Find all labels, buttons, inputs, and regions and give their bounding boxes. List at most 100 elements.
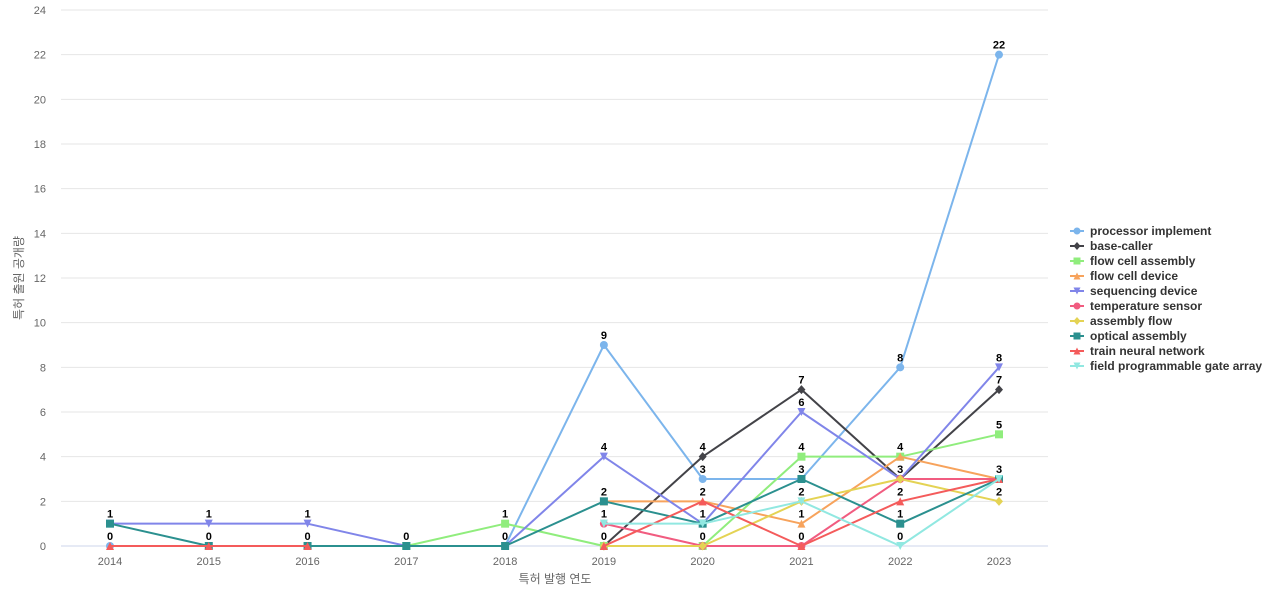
data-point[interactable] (896, 519, 905, 528)
x-tick-label: 2021 (789, 556, 813, 568)
series-line (109, 478, 1000, 547)
legend-item[interactable]: train neural network (1070, 344, 1205, 358)
legend-marker (1073, 302, 1081, 310)
y-tick-label: 22 (34, 50, 46, 62)
data-label: 7 (996, 375, 1002, 387)
legend-item[interactable]: field programmable gate array (1070, 359, 1262, 373)
data-point[interactable] (698, 519, 707, 528)
data-point[interactable] (303, 519, 312, 528)
data-point[interactable] (698, 497, 707, 506)
x-tick-label: 2022 (888, 556, 912, 568)
data-point[interactable] (106, 519, 114, 528)
x-tick-label: 2015 (197, 556, 221, 568)
legend-item[interactable]: optical assembly (1070, 329, 1187, 343)
data-label: 3 (700, 464, 706, 476)
data-label: 2 (798, 486, 804, 498)
data-point[interactable] (599, 341, 608, 349)
grid (61, 9, 1048, 547)
series-processor-implement (106, 50, 1003, 550)
data-point[interactable] (797, 452, 806, 461)
x-tick-label: 2016 (295, 556, 319, 568)
legend-label: temperature sensor (1090, 299, 1202, 313)
data-point[interactable] (204, 542, 213, 550)
data-point[interactable] (698, 475, 707, 483)
data-point[interactable] (896, 363, 905, 372)
data-point[interactable] (501, 542, 510, 550)
data-point[interactable] (797, 519, 806, 528)
data-point[interactable] (599, 452, 608, 461)
y-tick-label: 16 (34, 184, 46, 196)
data-label: 1 (502, 509, 508, 521)
legend-item[interactable]: flow cell device (1070, 269, 1178, 283)
data-label: 2 (601, 486, 607, 498)
data-point[interactable] (995, 50, 1003, 59)
legend-item[interactable]: processor implement (1070, 224, 1211, 238)
data-point[interactable] (797, 475, 806, 483)
data-point[interactable] (501, 519, 510, 528)
data-label: 1 (798, 509, 804, 521)
y-tick-label: 14 (34, 228, 46, 240)
series-lines (106, 50, 1003, 551)
y-tick-label: 0 (40, 541, 46, 553)
data-point[interactable] (896, 474, 905, 484)
data-label: 0 (798, 531, 804, 543)
legend-marker (1073, 227, 1081, 235)
data-point[interactable] (698, 452, 707, 462)
data-point[interactable] (204, 519, 213, 528)
legend-item[interactable]: base-caller (1070, 239, 1153, 253)
legend-label: processor implement (1090, 224, 1211, 238)
data-point[interactable] (797, 497, 806, 506)
data-label: 4 (897, 442, 904, 454)
data-point[interactable] (402, 542, 411, 550)
data-label: 0 (897, 531, 903, 543)
data-point[interactable] (995, 475, 1003, 483)
legend-marker (1073, 332, 1081, 340)
data-point[interactable] (797, 385, 806, 395)
data-point[interactable] (896, 497, 905, 506)
data-label: 1 (304, 509, 310, 521)
data-labels: 1 0 1 0 1 0 0 1 0 9 4 2 1 0 4 3 2 1 0 7 6 4 3 2 1 0 8 4 3 2 1 0 22 8 7 5 3 2 (107, 40, 1005, 543)
legend-marker (1073, 317, 1081, 325)
legend-marker (1073, 347, 1081, 355)
data-point[interactable] (599, 519, 608, 528)
data-label: 2 (700, 486, 706, 498)
data-point[interactable] (797, 542, 806, 550)
legend-item[interactable]: temperature sensor (1070, 299, 1202, 313)
data-point[interactable] (106, 542, 114, 550)
data-point[interactable] (599, 497, 608, 506)
legend-item[interactable]: flow cell assembly (1070, 254, 1196, 268)
data-label: 0 (403, 531, 409, 543)
y-tick-label: 6 (40, 407, 46, 419)
data-point[interactable] (797, 408, 806, 416)
data-label: 1 (897, 509, 903, 521)
data-point[interactable] (995, 385, 1003, 395)
legend-item[interactable]: sequencing device (1070, 284, 1198, 298)
y-tick-label: 10 (34, 318, 46, 330)
legend-item[interactable]: assembly flow (1070, 314, 1173, 328)
y-tick-label: 24 (34, 5, 46, 17)
data-label: 8 (897, 352, 903, 364)
y-tick-label: 18 (34, 139, 46, 151)
data-point[interactable] (303, 542, 312, 550)
legend-marker (1073, 287, 1081, 295)
data-point[interactable] (599, 542, 608, 550)
data-point[interactable] (995, 430, 1003, 439)
legend-marker (1073, 362, 1081, 370)
data-point[interactable] (896, 452, 905, 461)
data-label: 3 (798, 464, 804, 476)
data-point[interactable] (698, 541, 707, 551)
data-label: 1 (700, 509, 706, 521)
data-point[interactable] (995, 496, 1003, 506)
legend-label: train neural network (1090, 344, 1205, 358)
series-line (110, 366, 1000, 547)
data-point[interactable] (896, 542, 905, 550)
legend-label: sequencing device (1090, 284, 1198, 298)
x-tick-label: 2019 (592, 556, 616, 568)
x-tick-label: 2017 (394, 556, 418, 568)
y-tick-label: 12 (34, 273, 46, 285)
data-point[interactable] (995, 363, 1003, 372)
data-label: 4 (700, 442, 707, 454)
